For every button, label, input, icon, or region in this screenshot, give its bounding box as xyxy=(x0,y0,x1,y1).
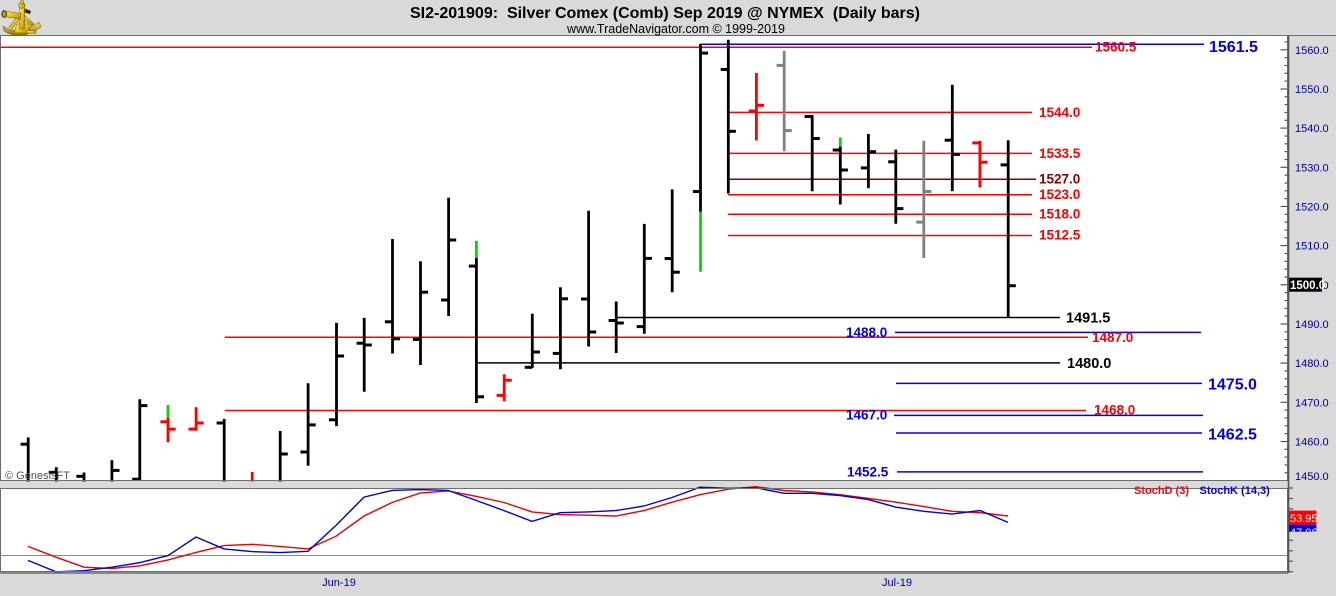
svg-text:53.95: 53.95 xyxy=(1290,513,1318,525)
svg-text:1527.0: 1527.0 xyxy=(1039,172,1080,187)
svg-text:Jul-19: Jul-19 xyxy=(882,577,912,589)
svg-text:SI2-201909: Silver Comex (Com: SI2-201909: Silver Comex (Comb) Sep 2019… xyxy=(410,5,920,22)
svg-text:1500.0: 1500.0 xyxy=(1290,280,1325,292)
svg-text:1518.0: 1518.0 xyxy=(1039,207,1080,222)
svg-text:1560.0: 1560.0 xyxy=(1295,45,1329,57)
svg-text:Jun-19: Jun-19 xyxy=(322,577,356,589)
svg-text:1462.5: 1462.5 xyxy=(1208,426,1257,443)
svg-text:1450.0: 1450.0 xyxy=(1295,471,1329,483)
svg-text:1460.0: 1460.0 xyxy=(1295,437,1329,449)
svg-text:1520.0: 1520.0 xyxy=(1295,202,1329,214)
svg-text:1530.0: 1530.0 xyxy=(1295,162,1329,174)
svg-text:1468.0: 1468.0 xyxy=(1094,403,1135,418)
svg-text:StochD (3): StochD (3) xyxy=(1134,485,1189,497)
svg-text:1467.0: 1467.0 xyxy=(846,407,887,422)
svg-text:1544.0: 1544.0 xyxy=(1039,105,1080,120)
svg-text:1480.0: 1480.0 xyxy=(1295,358,1329,370)
svg-text:1487.0: 1487.0 xyxy=(1092,330,1133,345)
svg-text:1550.0: 1550.0 xyxy=(1295,84,1329,96)
svg-text:© GenesisFT: © GenesisFT xyxy=(5,470,70,482)
svg-text:1475.0: 1475.0 xyxy=(1208,376,1257,393)
svg-text:1561.5: 1561.5 xyxy=(1209,39,1258,56)
svg-text:1488.0: 1488.0 xyxy=(846,325,887,340)
svg-text:1491.5: 1491.5 xyxy=(1066,311,1110,327)
svg-text:1533.5: 1533.5 xyxy=(1039,146,1081,161)
svg-text:1452.5: 1452.5 xyxy=(847,465,889,480)
svg-text:1470.0: 1470.0 xyxy=(1295,397,1329,409)
svg-text:1560.5: 1560.5 xyxy=(1095,39,1137,54)
svg-text:1480.0: 1480.0 xyxy=(1067,356,1111,372)
svg-text:1523.0: 1523.0 xyxy=(1039,187,1080,202)
svg-text:1540.0: 1540.0 xyxy=(1295,123,1329,135)
svg-text:StochK (14,3): StochK (14,3) xyxy=(1200,485,1271,497)
svg-text:47.06: 47.06 xyxy=(1290,527,1318,539)
svg-text:1490.0: 1490.0 xyxy=(1295,319,1329,331)
svg-text:1510.0: 1510.0 xyxy=(1295,241,1329,253)
svg-text:www.TradeNavigator.com © 1999-: www.TradeNavigator.com © 1999-2019 xyxy=(566,22,785,36)
svg-text:1512.5: 1512.5 xyxy=(1039,228,1081,243)
